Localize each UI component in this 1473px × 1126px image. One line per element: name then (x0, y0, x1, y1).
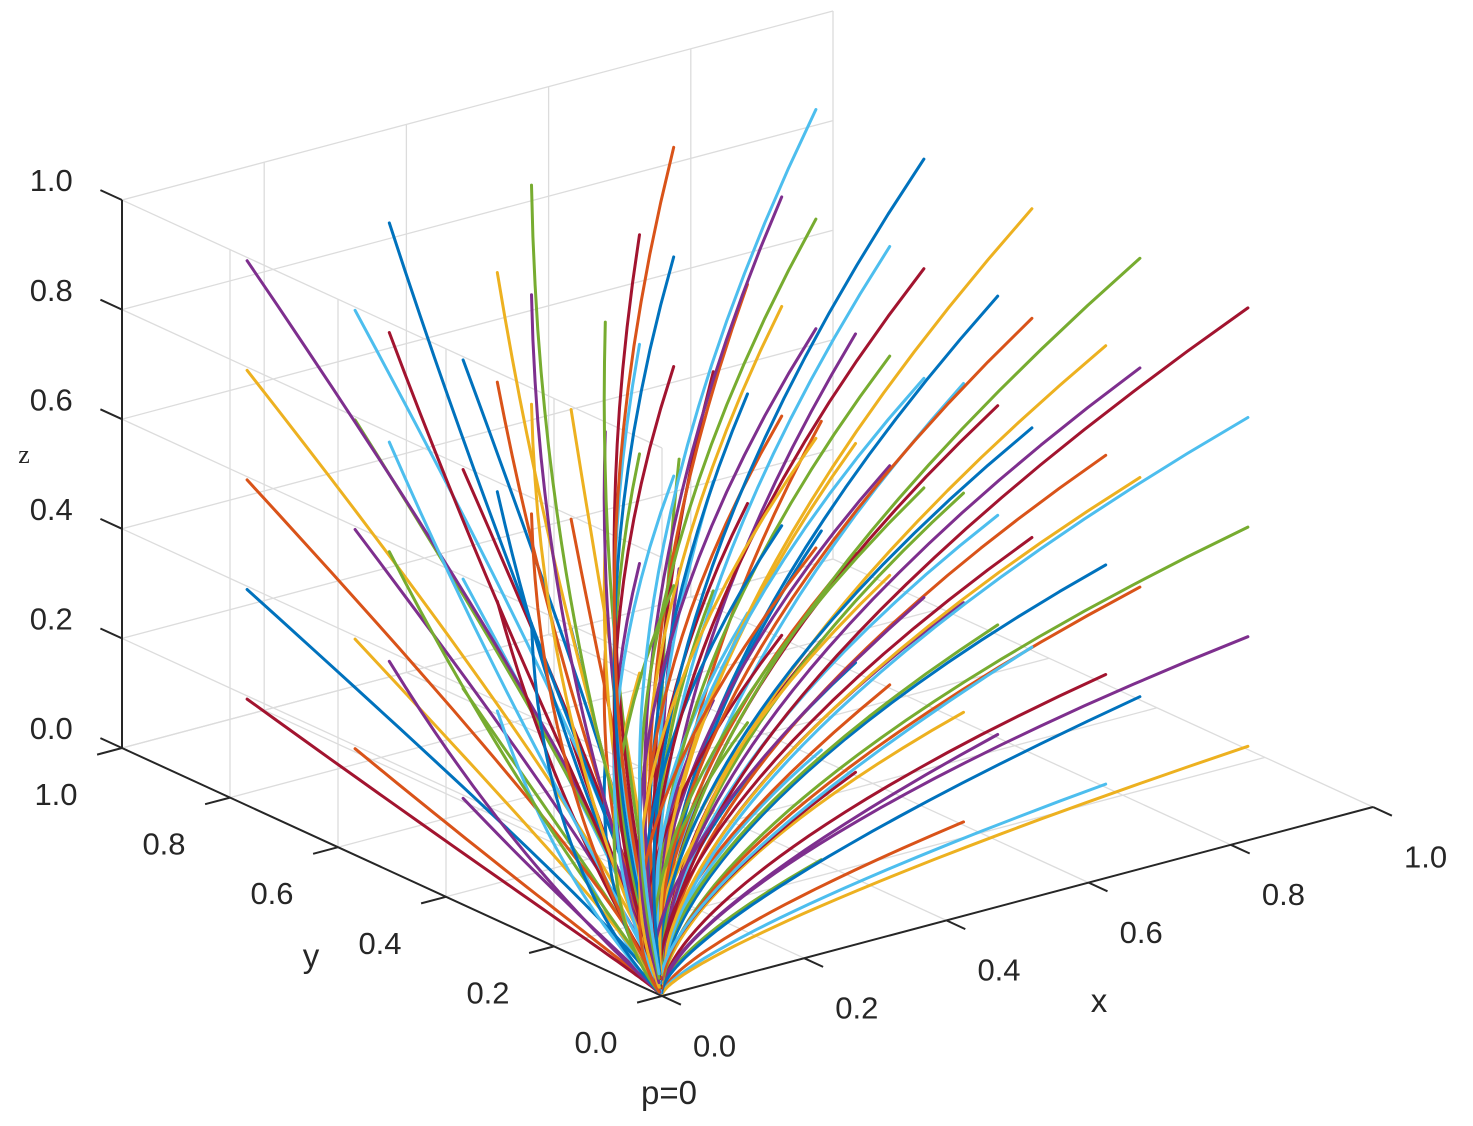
y-axis-label: y (303, 937, 320, 974)
grid-line (121, 418, 663, 668)
x-tick-label: 0.6 (1120, 915, 1163, 950)
grid-line (690, 596, 1232, 846)
y-tick-label: 0.0 (574, 1025, 617, 1060)
trajectory-line (638, 546, 818, 994)
trajectory-line (660, 695, 1142, 995)
z-tick-label: 0.6 (30, 382, 73, 417)
y-tick-mark (312, 846, 339, 855)
y-tick-mark (528, 945, 555, 954)
grid-line (121, 199, 663, 449)
y-tick-mark (96, 747, 123, 756)
x-tick-label: 1.0 (1404, 839, 1447, 874)
z-tick-mark (99, 189, 123, 201)
trajectories (245, 108, 1250, 995)
z-tick-label: 0.2 (30, 602, 73, 637)
x-tick-label: 0.2 (835, 991, 878, 1026)
grid-line (832, 558, 1374, 808)
x-axis-line (661, 806, 1374, 997)
x-tick-label: 0.4 (977, 953, 1020, 988)
chart-caption: p=0 (641, 1074, 697, 1111)
trajectory-line (638, 436, 818, 989)
trajectory-line (661, 744, 1250, 995)
trajectory-line (638, 108, 818, 976)
y-axis-line (121, 747, 663, 997)
y-tick-label: 0.6 (250, 876, 293, 911)
grid-line (121, 229, 834, 420)
x-tick-mark (803, 957, 824, 968)
y-tick-label: 0.4 (358, 926, 401, 961)
y-tick-mark (204, 796, 231, 806)
trajectory-line (658, 426, 1034, 985)
z-tick-label: 0.0 (30, 711, 73, 746)
trajectory-line (638, 327, 818, 985)
y-tick-label: 0.8 (142, 827, 185, 862)
z-axis-label: z (18, 440, 30, 469)
trajectory-line (658, 207, 1034, 977)
x-tick-mark (945, 919, 966, 931)
y-tick-label: 1.0 (34, 777, 77, 812)
z-tick-label: 1.0 (30, 163, 73, 198)
x-tick-mark (1372, 806, 1393, 817)
tick-labels: 0.0 0.2 0.4 0.6 0.8 1.0 0.0 0.2 0.4 0.6 0.8 1.0 0.0 0… (30, 163, 1447, 1063)
x-tick-label: 0.8 (1262, 877, 1305, 912)
x-tick-mark (1230, 843, 1251, 855)
grid-line (121, 309, 663, 559)
x-tick-mark (661, 995, 682, 1006)
y-tick-mark (636, 995, 663, 1004)
z-tick-label: 0.8 (30, 273, 73, 308)
z-tick-mark (99, 737, 123, 749)
z-tick-mark (99, 298, 123, 311)
y-tick-label: 0.2 (466, 975, 509, 1010)
axes (96, 189, 1393, 1006)
z-tick-mark (99, 627, 123, 640)
x-tick-label: 0.0 (693, 1028, 736, 1063)
z-tick-mark (99, 408, 123, 421)
x-tick-mark (1088, 881, 1108, 893)
z-tick-mark (99, 517, 123, 530)
grid-line (121, 558, 834, 749)
x-axis-label: x (1091, 982, 1108, 1019)
trajectory-line (652, 157, 926, 976)
z-tick-label: 0.4 (30, 492, 73, 527)
grid-line (121, 119, 834, 311)
grid-line (121, 10, 834, 201)
y-tick-mark (420, 895, 447, 905)
